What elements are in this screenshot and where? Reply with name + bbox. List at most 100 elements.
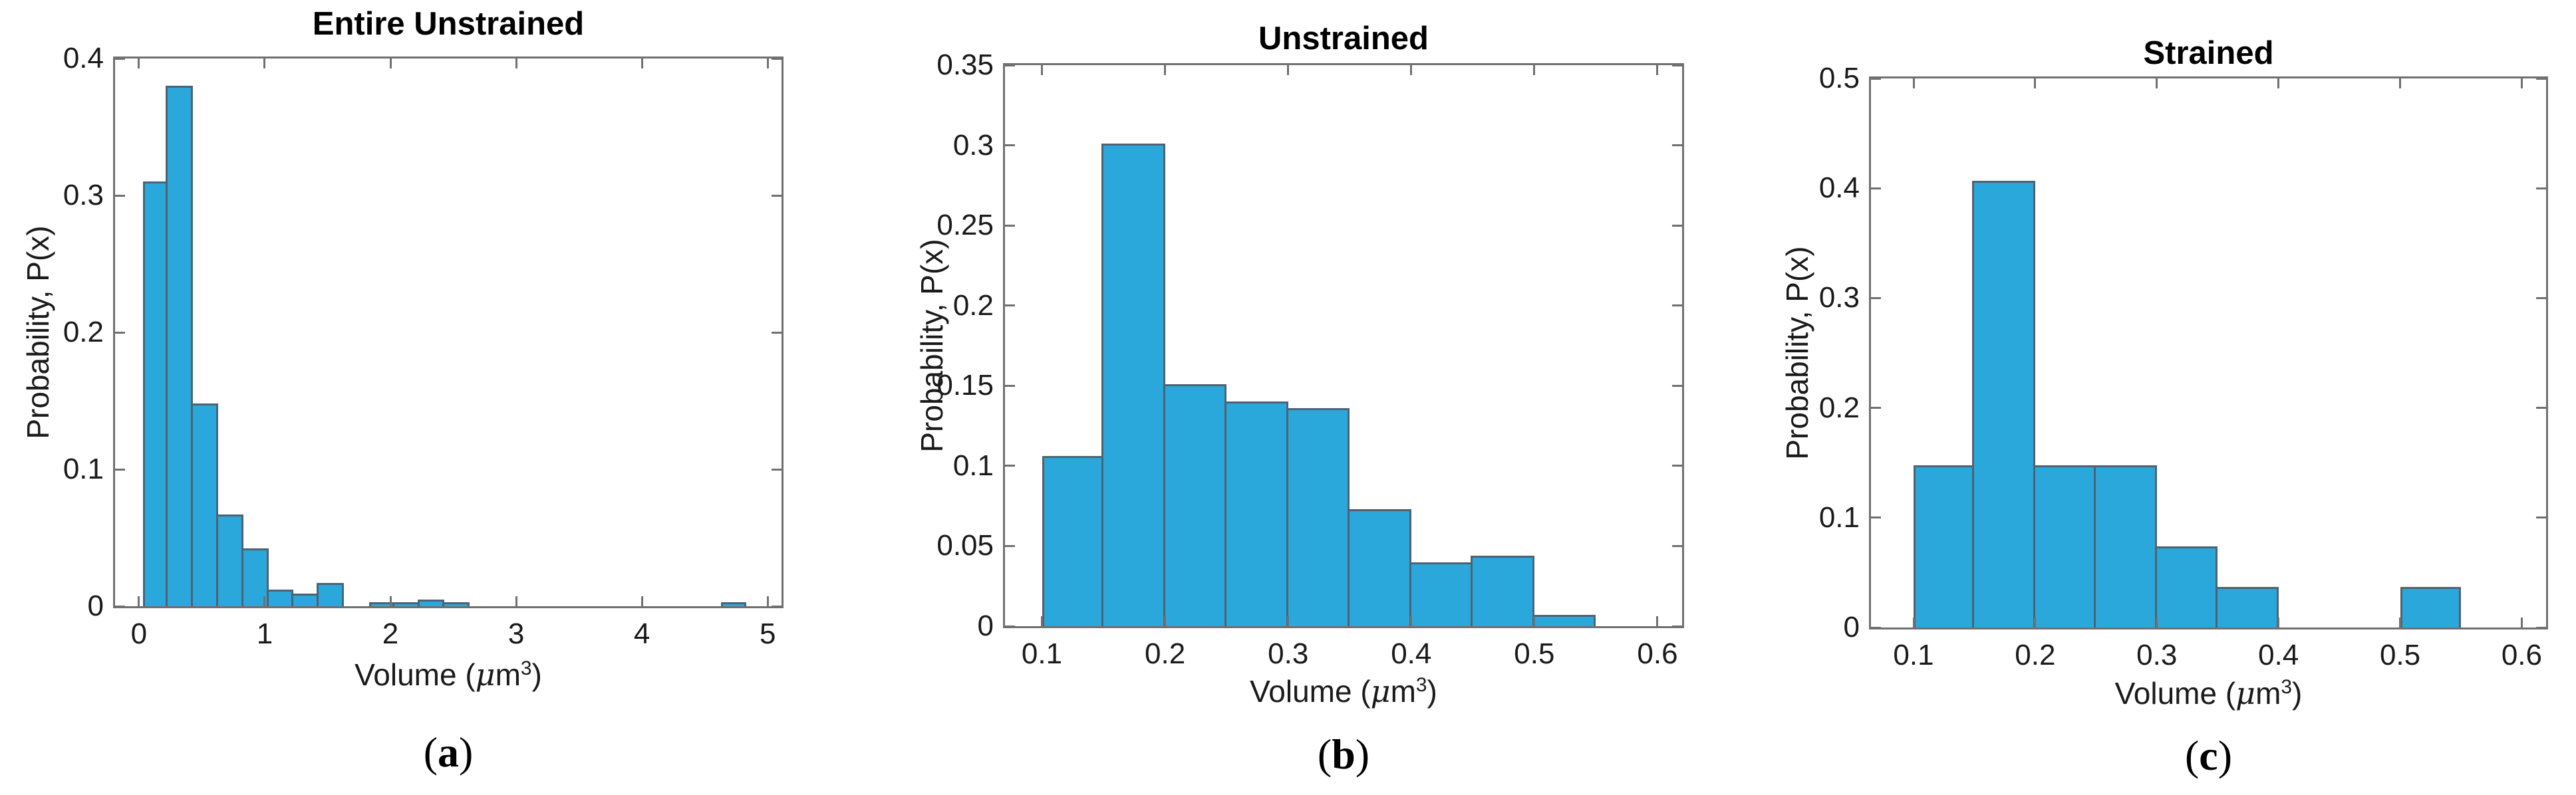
x-axis-label-text: Volume (: [2114, 676, 2236, 711]
histogram-bar: [166, 86, 194, 606]
x-tick-label: 0.1: [1021, 637, 1063, 670]
x-axis-label: Volume (μm3): [113, 657, 784, 693]
y-tick-mark: [1871, 516, 1881, 519]
y-tick-mark: [2536, 77, 2546, 80]
x-tick-mark: [641, 58, 643, 68]
y-tick-mark: [1672, 304, 1682, 307]
x-axis-label-text: Volume (: [1250, 674, 1371, 709]
y-tick-mark: [1672, 544, 1682, 547]
x-tick-mark: [1533, 65, 1536, 75]
x-tick-mark: [2277, 618, 2280, 627]
y-tick-label: 0: [1843, 611, 1860, 643]
x-tick-mark: [1912, 618, 1915, 627]
y-tick-mark: [1672, 465, 1682, 467]
panel-label-letter: a: [438, 729, 459, 776]
y-tick-label: 0.5: [1818, 62, 1860, 94]
x-tick-mark: [1656, 65, 1659, 75]
x-tick-mark: [2520, 78, 2523, 88]
y-tick-mark: [1871, 296, 1881, 299]
x-tick-label: 3: [507, 618, 525, 650]
y-tick-mark: [115, 331, 125, 334]
x-tick-label: 0: [130, 618, 148, 650]
x-tick-label: 0.6: [2501, 639, 2543, 671]
chart-title: Entire Unstrained: [312, 6, 585, 42]
histogram-bar: [241, 548, 269, 606]
x-tick-label: 4: [633, 618, 650, 650]
x-axis-label-close: ): [531, 657, 542, 692]
y-tick-mark: [1871, 626, 1881, 629]
x-tick-mark: [138, 58, 140, 68]
y-tick-mark: [1672, 384, 1682, 387]
histogram-bar: [1101, 144, 1165, 626]
x-tick-label: 0.4: [1391, 637, 1432, 670]
histogram-bar: [1042, 456, 1104, 626]
x-tick-mark: [2034, 618, 2037, 627]
x-axis-unit: m: [1390, 674, 1416, 709]
x-tick-mark: [1656, 616, 1659, 626]
histogram-bar: [442, 602, 470, 606]
x-tick-mark: [138, 596, 140, 606]
x-tick-label: 0.5: [2379, 639, 2421, 671]
x-tick-mark: [1410, 616, 1413, 626]
x-tick-mark: [1533, 616, 1536, 626]
panel-label-open: (: [2184, 732, 2200, 779]
x-tick-label: 1: [256, 618, 273, 650]
histogram-bar: [2216, 586, 2279, 627]
x-tick-label: 0.2: [2015, 639, 2056, 671]
x-axis-label: Volume (μm3): [1869, 675, 2548, 711]
panel-label-close: ): [2218, 732, 2233, 779]
panel-unstrained: Unstrained Probability, P(x) 0 0.05 0.1 0.1…: [859, 0, 1717, 795]
chart-title: Strained: [2143, 35, 2274, 71]
histogram-bar: [721, 602, 747, 606]
histogram-bar: [1409, 562, 1473, 626]
plot-area: [113, 57, 784, 608]
y-tick-mark: [1672, 64, 1682, 66]
x-tick-mark: [389, 58, 392, 68]
y-tick-mark: [2536, 626, 2546, 629]
y-tick-label: 0.1: [952, 449, 994, 482]
histogram-bar: [2400, 586, 2461, 627]
histogram-bar: [2154, 546, 2218, 627]
y-tick-mark: [1005, 465, 1015, 467]
histogram-bar: [392, 602, 420, 606]
y-tick-mark: [772, 57, 782, 60]
y-axis-tick-labels: 0 0.1 0.2 0.3 0.4: [0, 42, 104, 622]
y-tick-label: 0.2: [952, 288, 994, 322]
y-tick-mark: [1005, 625, 1015, 627]
y-tick-mark: [1005, 384, 1015, 387]
y-tick-label: 0.25: [936, 209, 994, 242]
panel-label: (b): [1003, 730, 1684, 779]
x-tick-label: 0.3: [2136, 639, 2178, 671]
y-tick-mark: [1672, 144, 1682, 147]
x-tick-label: 0.4: [2258, 639, 2299, 671]
y-tick-label: 0.1: [63, 453, 104, 485]
x-tick-mark: [1164, 65, 1167, 75]
y-tick-mark: [115, 57, 125, 60]
y-tick-label: 0.4: [63, 42, 104, 74]
panel-label: (c): [1869, 731, 2548, 780]
y-tick-label: 0.1: [1818, 501, 1860, 534]
exponent: 3: [2281, 675, 2293, 698]
y-tick-mark: [772, 194, 782, 197]
histogram-bar: [1471, 555, 1534, 626]
y-tick-label: 0: [87, 590, 104, 622]
x-tick-mark: [2277, 78, 2280, 88]
x-tick-label: 5: [759, 618, 776, 650]
x-tick-mark: [2034, 78, 2037, 88]
x-tick-mark: [1041, 616, 1044, 626]
x-tick-mark: [1287, 65, 1290, 75]
panel-label-letter: c: [2199, 732, 2218, 779]
x-tick-mark: [263, 58, 266, 68]
panel-label-close: ): [1355, 731, 1370, 778]
x-tick-label: 0.3: [1268, 637, 1309, 670]
x-tick-mark: [263, 596, 266, 606]
histogram-bar: [266, 590, 294, 606]
y-tick-mark: [2536, 187, 2546, 189]
mu-symbol: μ: [475, 657, 496, 693]
y-tick-label: 0.05: [936, 529, 994, 562]
histogram-bar: [216, 514, 243, 606]
panel-strained: Strained Probability, P(x) 0 0.1 0.2 0.3 0.4…: [1717, 0, 2576, 795]
x-tick-mark: [1164, 616, 1167, 626]
x-tick-label: 0.1: [1893, 639, 1934, 671]
